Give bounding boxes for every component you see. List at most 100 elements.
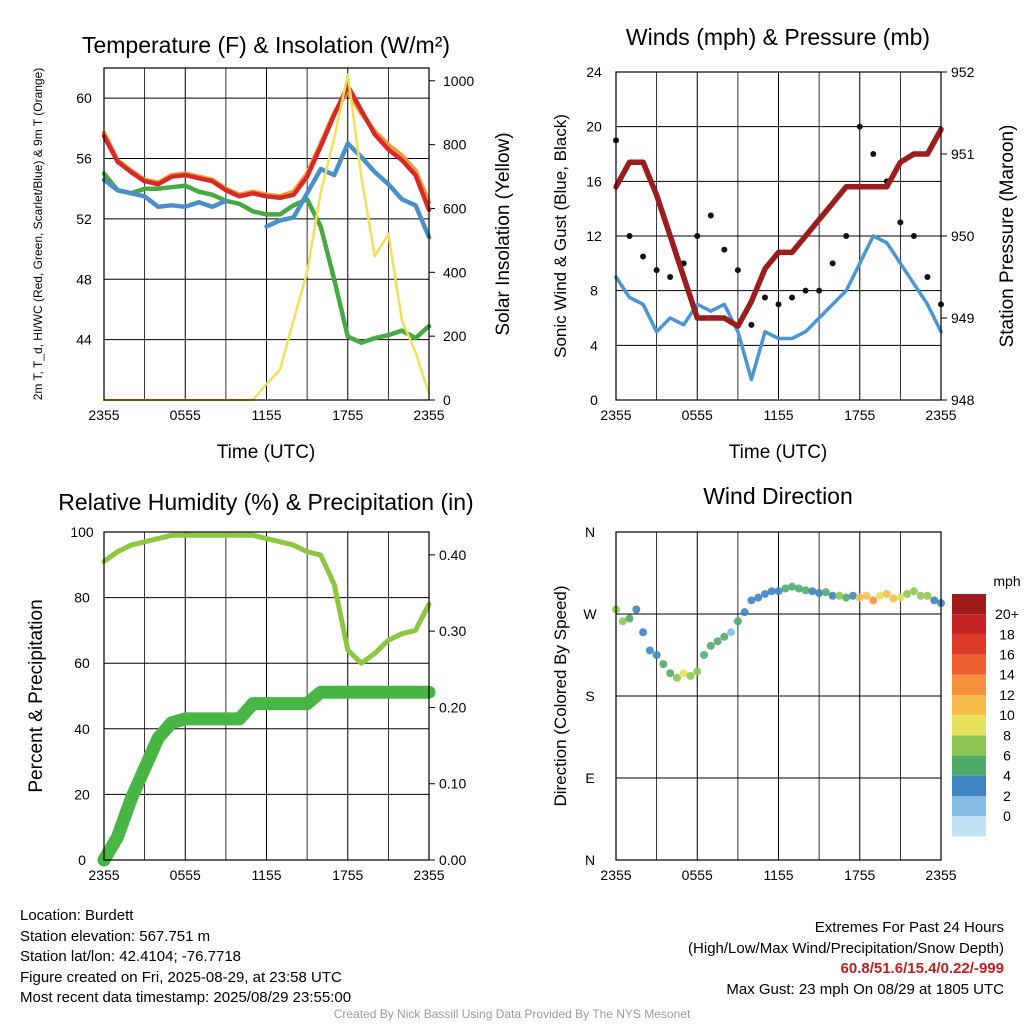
direction-point	[828, 591, 837, 600]
direction-point	[882, 589, 891, 598]
y-tick-label: S	[585, 688, 594, 704]
y-tick-label: 16	[586, 173, 602, 189]
plot-frame	[615, 71, 942, 401]
y2-tick-label: 1000	[443, 73, 474, 89]
gust-point	[640, 253, 647, 260]
winds-panel: 2355 0555 1155 1755 235504812162024948949950…	[586, 64, 974, 423]
gust-point	[910, 233, 917, 239]
colorbar-swatch	[952, 674, 986, 695]
y-tick-label: E	[585, 770, 594, 786]
direction-point	[808, 587, 817, 596]
x-tick-label: 0555	[682, 867, 713, 883]
gust-point	[626, 233, 633, 239]
direction-point	[754, 593, 763, 602]
y-tick-label: 60	[74, 655, 90, 671]
gust-point	[816, 287, 823, 294]
y2-tick-label: 948	[951, 392, 975, 408]
direction-point	[889, 594, 898, 603]
direction-point	[747, 596, 756, 605]
y2-tick-label: 951	[951, 146, 975, 162]
humidity-panel: 2355 0555 1155 1755 23550204060801000.000.10…	[70, 524, 466, 883]
x-tick-label: 2355	[925, 407, 956, 423]
colorbar-swatch	[952, 796, 986, 817]
direction-point	[916, 591, 925, 600]
colorbar-swatch	[952, 614, 986, 635]
direction-point	[700, 651, 709, 659]
colorbar-swatch	[952, 634, 986, 655]
gust-point	[734, 267, 741, 274]
direction-point	[794, 584, 803, 593]
precipitation-line	[97, 685, 436, 867]
y2-tick-label: 200	[443, 328, 467, 344]
direction-point	[896, 593, 905, 602]
y-tick-label: 48	[76, 271, 92, 287]
y2-tick-label: 0.10	[439, 776, 466, 792]
y-tick-label: 8	[590, 283, 598, 299]
extremes-values: 60.8/51.6/15.4/0.22/-999	[840, 960, 1004, 977]
credit-line: Created By Nick Bassill Using Data Provi…	[333, 1007, 691, 1021]
direction-point	[862, 591, 871, 600]
gust-point	[829, 260, 836, 267]
plot-frame	[103, 67, 430, 401]
y2-tick-label: 952	[951, 64, 975, 80]
gust-point	[856, 123, 863, 130]
direction-point	[652, 651, 661, 659]
x-tick-label: 1755	[332, 407, 363, 423]
y-tick-label: 20	[74, 786, 90, 802]
direction-point	[869, 596, 878, 605]
temperature-series-line	[101, 177, 229, 210]
direction-point	[727, 628, 736, 637]
y2-tick-label: 950	[951, 228, 975, 244]
direction-point	[693, 667, 702, 676]
max-gust: Max Gust: 23 mph On 08/29 at 1805 UTC	[726, 980, 1004, 998]
direction-point	[740, 608, 749, 617]
x-tick-label: 1155	[251, 867, 281, 883]
x-tick-label: 2355	[925, 867, 956, 883]
y2-tick-label: 600	[443, 200, 467, 216]
direction-point	[781, 584, 790, 593]
direction-point	[625, 614, 634, 623]
figure-created: Figure created on Fri, 2025-08-29, at 23…	[20, 968, 342, 986]
y-tick-label: 100	[70, 524, 94, 540]
y2-tick-label: 0.40	[439, 547, 466, 563]
y-tick-label: 0	[78, 852, 86, 868]
y-tick-label: 24	[586, 64, 602, 80]
y-tick-label: W	[583, 606, 597, 622]
temperature-series-line	[101, 83, 432, 213]
gust-point	[721, 246, 728, 253]
temperature-series-line	[101, 171, 432, 345]
direction-point	[855, 593, 864, 602]
direction-point	[923, 591, 932, 600]
station-latlon: Station lat/lon: 42.4104; -76.7718	[20, 948, 242, 965]
x-tick-label: 2355	[413, 867, 444, 883]
winds-ylabel-left: Sonic Wind & Gust (Blue, Black)	[551, 114, 570, 358]
colorbar-title: mph	[993, 573, 1020, 589]
colorbar-swatch	[952, 775, 986, 796]
station-pressure-line	[613, 126, 944, 329]
colorbar-label: 4	[1003, 768, 1011, 784]
direction-point	[733, 617, 742, 626]
direction-point	[666, 669, 675, 678]
y2-tick-label: 949	[951, 310, 975, 326]
x-tick-label: 1755	[332, 867, 363, 883]
y-tick-label: 56	[76, 151, 92, 167]
x-tick-label: 2355	[600, 407, 631, 423]
colorbar-swatch	[952, 735, 986, 756]
x-tick-label: 1155	[763, 867, 793, 883]
y-tick-label: 0	[590, 392, 598, 408]
colorbar-label: 12	[999, 687, 1015, 703]
y-tick-label: 80	[74, 590, 90, 606]
direction-point	[679, 669, 688, 678]
direction-point	[645, 646, 654, 655]
direction-point	[672, 673, 681, 682]
x-tick-label: 1755	[844, 407, 875, 423]
direction-point	[618, 617, 627, 626]
winds-title: Winds (mph) & Pressure (mb)	[626, 24, 930, 50]
colorbar-label: 14	[999, 667, 1015, 683]
x-tick-label: 0555	[170, 407, 201, 423]
plot-frame	[615, 531, 942, 861]
temperature-panel: 2355 0555 1155 1755 235544485256600200400600…	[76, 67, 474, 423]
gust-point	[897, 219, 904, 226]
x-tick-label: 2355	[600, 867, 631, 883]
temperature-ylabel-left: 2m T, T_d, HI/WC (Red, Green, Scarlet/Bl…	[31, 68, 45, 401]
